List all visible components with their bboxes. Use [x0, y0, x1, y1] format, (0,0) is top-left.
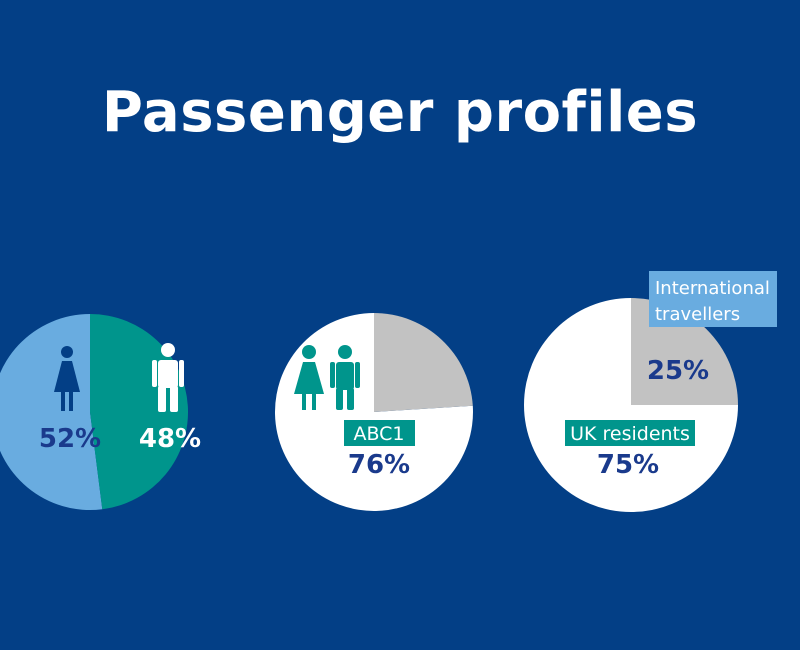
- abc1-label-box: [344, 420, 415, 446]
- slice-category-uk: UK residents: [570, 423, 690, 445]
- slice-category-international-line2: travellers: [655, 304, 740, 325]
- male-icon: [152, 343, 184, 412]
- pie-gender: 52% 48%: [0, 314, 201, 510]
- international-label-box: [649, 271, 777, 327]
- slice-label-uk: 75%: [597, 450, 659, 480]
- slice-label-female: 52%: [39, 424, 101, 454]
- pie-abc1: ABC1 76%: [274, 313, 473, 511]
- slice-category-abc1: ABC1: [353, 423, 404, 445]
- slice-label-male: 48%: [139, 424, 201, 454]
- slice-category-international-line1: International: [655, 278, 770, 299]
- couple-icon: [294, 345, 360, 410]
- slice-other-grade: [374, 313, 473, 412]
- uk-label-box: [565, 420, 695, 446]
- pie-residence: 25% UK residents 75% International trave…: [524, 271, 777, 512]
- page-title: Passenger profiles: [101, 80, 699, 145]
- slice-label-abc1: 76%: [348, 450, 410, 480]
- female-icon: [54, 346, 80, 411]
- slice-female: [0, 314, 103, 510]
- slice-abc1: [274, 313, 473, 511]
- slice-label-international: 25%: [647, 356, 709, 386]
